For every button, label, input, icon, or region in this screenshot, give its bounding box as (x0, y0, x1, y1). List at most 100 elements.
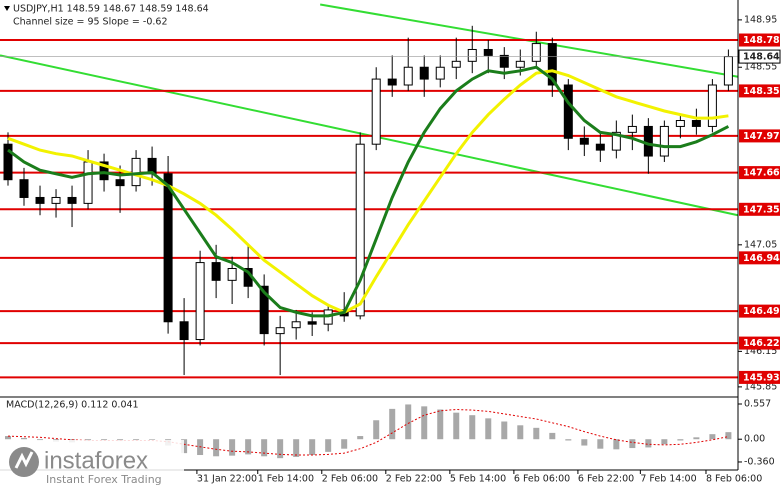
macd-bar (325, 439, 332, 452)
logo-name: instaforex (44, 447, 148, 474)
level-label: 148.78 (743, 35, 780, 46)
moving-average (7, 69, 729, 314)
level-label: 147.35 (743, 204, 780, 215)
macd-bar (453, 412, 460, 440)
candle-body (51, 196, 61, 204)
level-label-box (739, 33, 780, 47)
macd-bar (357, 436, 364, 440)
candle-body (67, 196, 77, 204)
candle-body (19, 179, 29, 198)
candle-body (451, 60, 461, 68)
y-tick-label: 148.95 (744, 14, 777, 25)
candle-body (643, 125, 653, 157)
macd-bar (181, 439, 188, 454)
y-tick-label: 147.05 (744, 239, 777, 250)
macd-bar (469, 415, 476, 440)
macd-y-tick-label: -0.360 (744, 456, 775, 467)
macd-bar (485, 418, 492, 440)
chart-subtitle: Channel size = 95 Slope = -0.62 (13, 17, 168, 28)
macd-bar (21, 437, 28, 440)
candle-body (499, 54, 509, 68)
candle-body (227, 267, 237, 281)
macd-bar (229, 439, 236, 456)
macd-bar (293, 439, 300, 457)
last-price-box (738, 49, 781, 64)
moving-average (7, 65, 730, 318)
candle-body (691, 120, 701, 127)
candle-body (435, 66, 445, 80)
x-tick-label: 7 Feb 14:00 (640, 474, 696, 485)
menu-arrow (4, 6, 10, 11)
last-price-label: 148.64 (743, 52, 780, 63)
candle-body (99, 161, 109, 181)
x-tick-label: 2 Feb 06:00 (322, 474, 378, 485)
level-label-box (739, 202, 780, 216)
x-tick-label: 8 Feb 06:00 (706, 474, 762, 485)
macd-bar (309, 439, 316, 456)
macd-y-tick-label: 0.00 (744, 434, 765, 445)
level-label-box (739, 370, 780, 384)
candle-body (291, 321, 301, 329)
candle-body (307, 321, 317, 325)
candle-body (179, 321, 189, 341)
level-label-box (739, 129, 780, 143)
level-label-box (739, 336, 780, 350)
macd-bar (341, 439, 348, 449)
macd-bar (149, 439, 156, 440)
macd-bar (421, 406, 428, 440)
macd-bar (565, 439, 572, 441)
macd-bar (133, 439, 140, 441)
candle-body (3, 143, 13, 181)
x-tick-label: 5 Feb 14:00 (450, 474, 506, 485)
macd-bar (261, 439, 268, 457)
logo-mark (14, 451, 34, 469)
candle-body (707, 84, 717, 127)
candle-body (259, 285, 269, 335)
y-tick-label: 145.85 (744, 381, 777, 392)
candle-body (83, 161, 93, 204)
candle-body (515, 60, 525, 68)
level-label: 145.93 (743, 372, 780, 383)
candle-body (467, 48, 477, 62)
candle-body (563, 84, 573, 139)
candle-body (659, 125, 669, 157)
level-label: 146.49 (743, 306, 780, 317)
macd-bar (437, 409, 444, 440)
candle-body (387, 78, 397, 86)
candle-body (195, 262, 205, 341)
macd-bar (517, 425, 524, 440)
macd-bar (629, 439, 636, 449)
candle-body (627, 125, 637, 133)
level-label: 146.94 (743, 253, 780, 264)
macd-bar (677, 439, 684, 441)
macd-y-tick-label: 0.557 (744, 399, 771, 410)
macd-bar (693, 437, 700, 440)
macd-bar (501, 421, 508, 440)
level-label: 147.97 (743, 131, 780, 142)
candle-body (595, 143, 605, 151)
x-tick-label: 31 Jan 22:00 (197, 474, 257, 485)
level-label-box (739, 251, 780, 265)
candle-body (547, 43, 557, 86)
macd-bar (597, 439, 604, 449)
candle-body (115, 179, 125, 187)
level-label: 146.22 (743, 338, 780, 349)
logo: instaforex Instant Forex Trading (0, 440, 184, 489)
macd-bar (725, 432, 732, 440)
macd-bar (5, 436, 12, 440)
candle-body (371, 78, 381, 145)
candle-body (163, 173, 173, 323)
macd-bar (373, 420, 380, 440)
candle-body (131, 157, 141, 187)
macd-bar (581, 439, 588, 446)
logo-tagline: Instant Forex Trading (46, 473, 162, 486)
candle-body (675, 120, 685, 127)
x-tick-label: 1 Feb 14:00 (258, 474, 314, 485)
level-label: 147.66 (743, 168, 780, 179)
level-label-box (739, 304, 780, 318)
candle-body (531, 43, 541, 62)
candle-body (579, 137, 589, 145)
candle-body (483, 48, 493, 56)
candle-body (211, 262, 221, 281)
